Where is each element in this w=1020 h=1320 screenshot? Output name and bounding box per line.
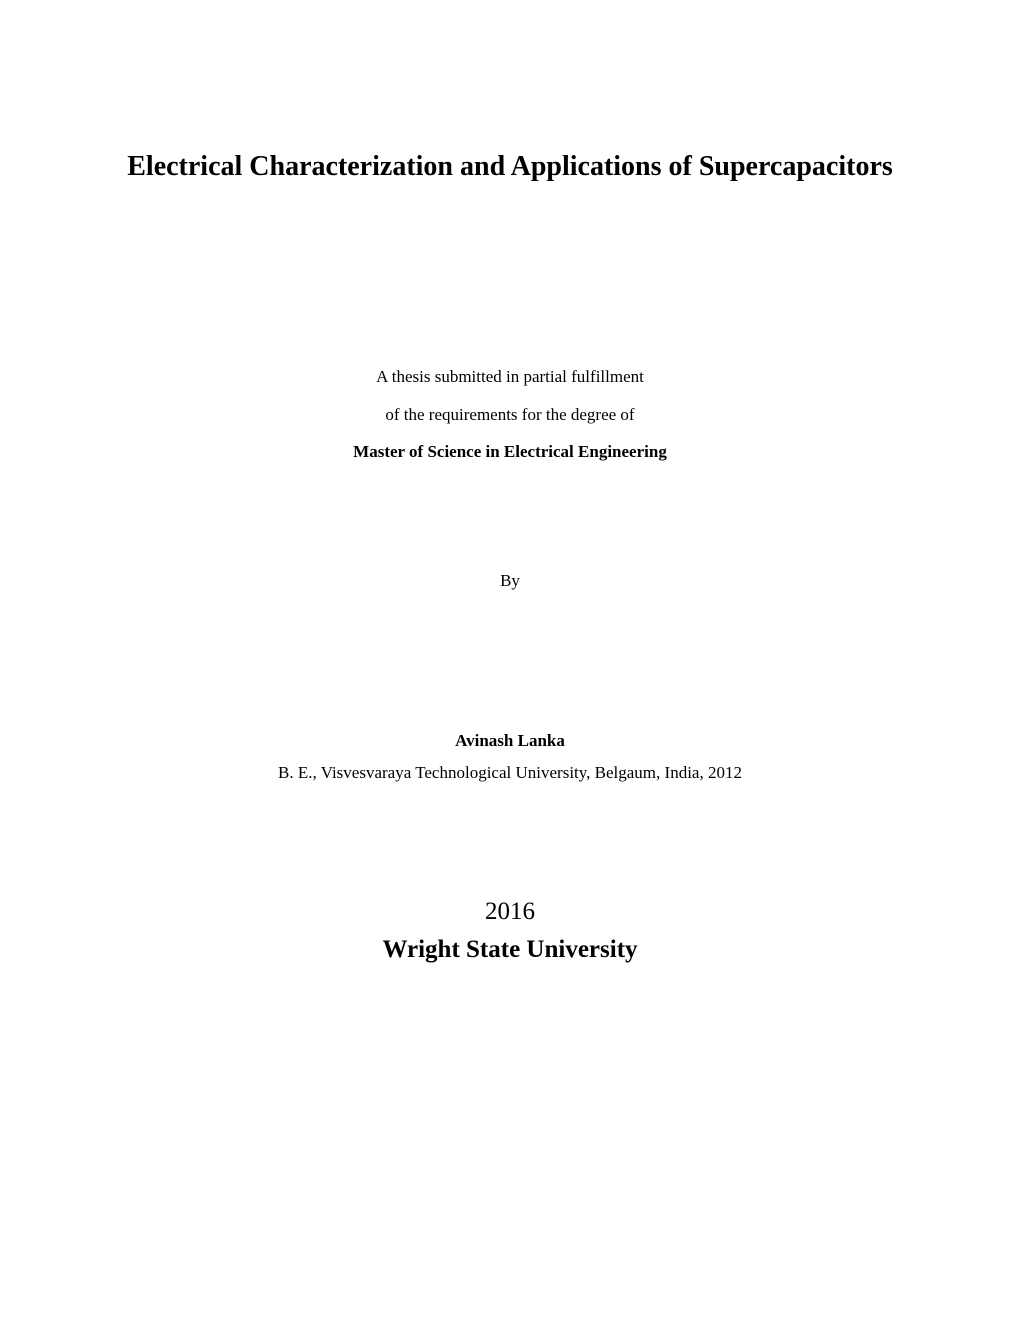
thesis-title-page: Electrical Characterization and Applicat… (0, 0, 1020, 1064)
degree-name: Master of Science in Electrical Engineer… (120, 433, 900, 470)
submission-line-1: A thesis submitted in partial fulfillmen… (120, 358, 900, 395)
by-label: By (120, 571, 900, 591)
submission-line-2: of the requirements for the degree of (120, 396, 900, 433)
author-name: Avinash Lanka (120, 731, 900, 751)
author-credentials: B. E., Visvesvaraya Technological Univer… (120, 763, 900, 783)
thesis-year: 2016 (120, 898, 900, 926)
thesis-title: Electrical Characterization and Applicat… (120, 145, 900, 188)
university-name: Wright State University (120, 936, 900, 964)
submission-statement: A thesis submitted in partial fulfillmen… (120, 358, 900, 470)
